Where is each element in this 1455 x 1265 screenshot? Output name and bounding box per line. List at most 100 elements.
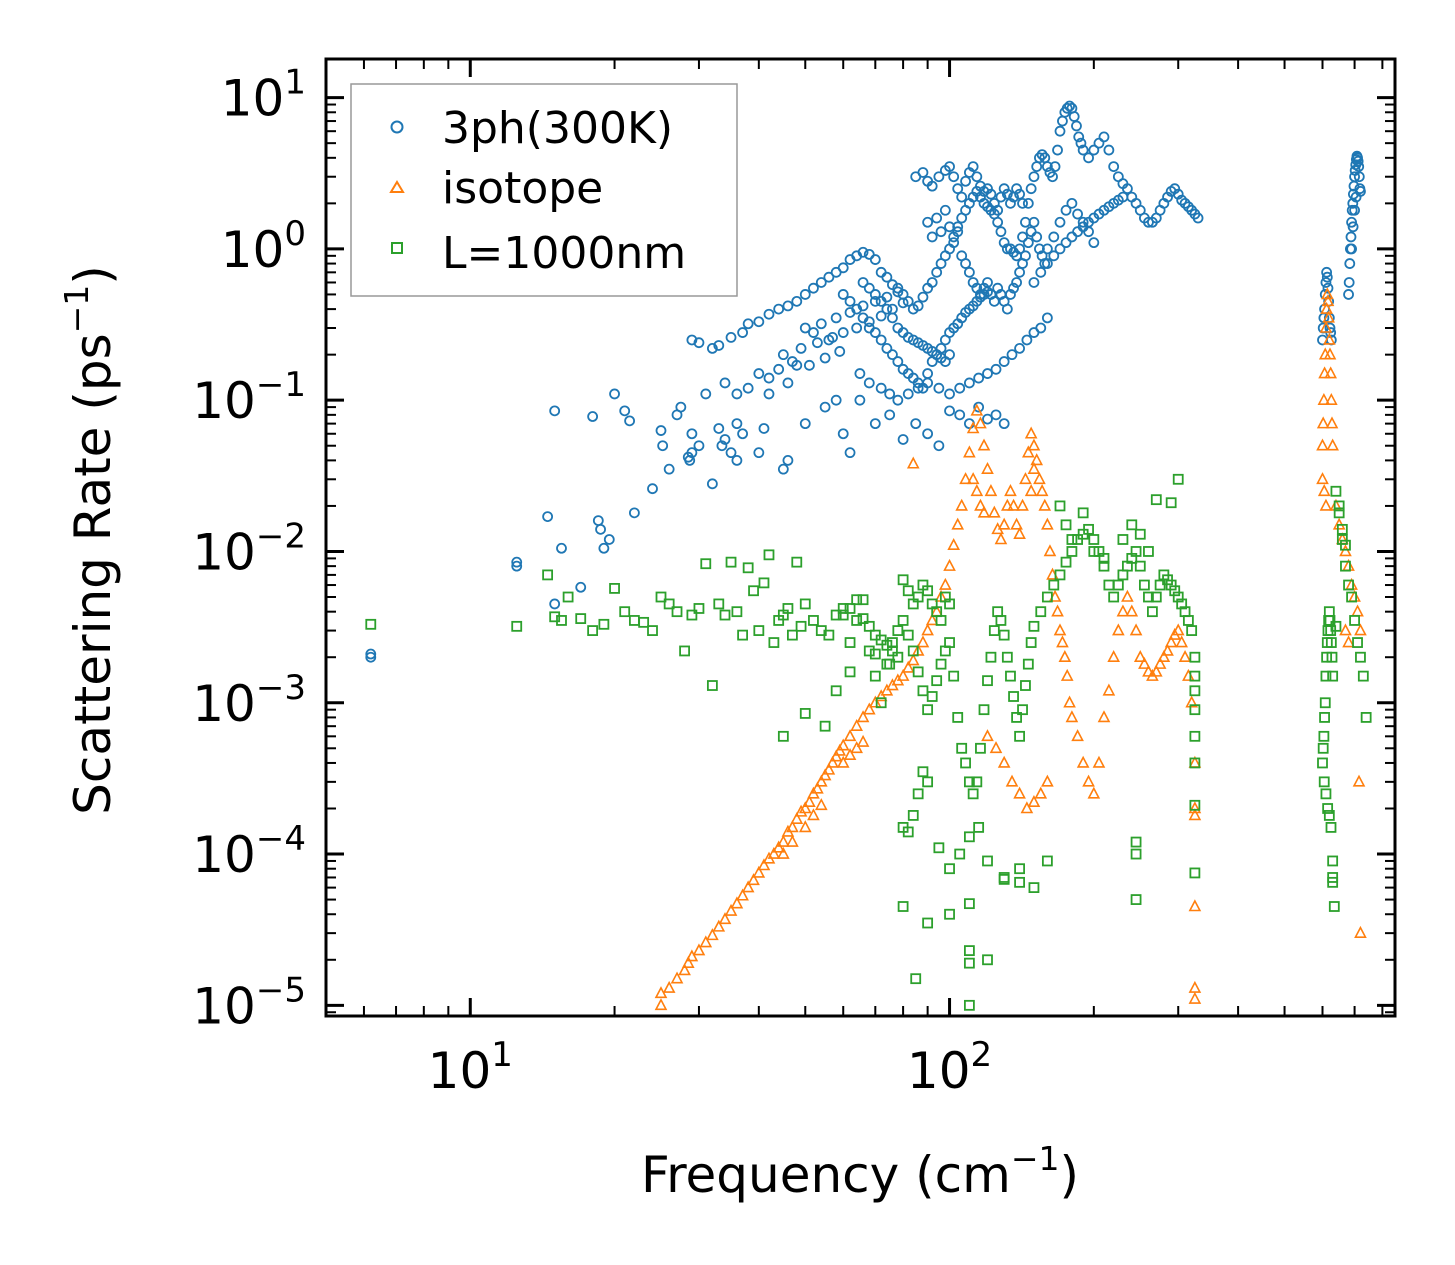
data-point — [365, 648, 377, 660]
data-point — [948, 237, 960, 249]
data-point — [881, 271, 893, 283]
data-point — [971, 171, 983, 183]
data-point — [1353, 171, 1365, 183]
series-0 — [365, 100, 1366, 663]
data-point — [1060, 204, 1072, 216]
data-point — [1319, 712, 1330, 723]
data-point — [994, 532, 1008, 545]
data-point — [1028, 882, 1040, 894]
data-point — [1092, 755, 1106, 768]
data-point — [1060, 668, 1074, 681]
data-point — [990, 363, 1002, 375]
data-point — [1102, 683, 1116, 696]
data-point — [907, 810, 919, 821]
data-point — [1192, 212, 1204, 224]
data-point — [719, 609, 731, 621]
data-point — [1088, 546, 1100, 557]
data-point — [719, 377, 731, 389]
data-point — [960, 175, 971, 187]
data-point — [1021, 334, 1033, 346]
data-point — [1347, 188, 1359, 200]
data-point — [851, 322, 863, 334]
data-point — [556, 542, 567, 554]
data-point — [931, 266, 943, 278]
data-point — [1022, 237, 1034, 249]
data-point — [791, 359, 803, 371]
data-point — [917, 291, 929, 303]
data-point — [742, 318, 754, 330]
data-point — [782, 377, 794, 389]
data-point — [1020, 250, 1031, 262]
data-point — [933, 842, 945, 854]
data-point — [1006, 349, 1018, 361]
data-point — [1121, 589, 1134, 602]
data-point — [875, 697, 887, 709]
data-point — [966, 472, 980, 485]
data-point — [1077, 216, 1089, 228]
data-point — [1103, 144, 1115, 156]
data-point — [970, 403, 984, 416]
data-point — [892, 282, 904, 294]
data-point — [948, 670, 960, 682]
data-point — [822, 762, 836, 775]
data-point — [984, 484, 998, 497]
data-point — [1013, 786, 1026, 799]
data-point — [944, 161, 955, 172]
data-point — [1320, 301, 1333, 314]
data-point — [863, 620, 875, 632]
data-point — [881, 291, 893, 303]
data-point — [786, 629, 798, 641]
data-point — [850, 741, 863, 754]
data-point — [693, 440, 705, 452]
legend-label-3ph: 3ph(300K) — [442, 103, 673, 154]
data-point — [1061, 102, 1073, 114]
data-point — [1001, 498, 1014, 511]
data-point — [628, 507, 640, 519]
data-point — [1336, 523, 1348, 535]
data-point — [1321, 271, 1333, 283]
data-point — [939, 577, 952, 590]
data-point — [799, 598, 811, 610]
data-point — [998, 629, 1010, 641]
data-point — [963, 831, 975, 843]
data-point — [869, 648, 881, 660]
data-point — [768, 637, 780, 648]
data-point — [782, 300, 794, 312]
data-point — [826, 755, 839, 768]
data-point — [954, 382, 966, 394]
data-point — [897, 574, 909, 586]
data-point — [981, 729, 994, 742]
data-point — [1189, 730, 1201, 742]
data-point — [713, 598, 725, 610]
data-point — [1317, 742, 1329, 754]
x-tick-label: 102 — [907, 1035, 992, 1100]
data-point — [742, 382, 754, 394]
data-point — [869, 289, 881, 300]
data-point — [811, 781, 824, 794]
data-point — [575, 581, 587, 593]
data-point — [963, 377, 975, 389]
data-point — [1188, 991, 1202, 1004]
data-point — [912, 591, 924, 603]
data-point — [655, 425, 667, 436]
data-point — [1043, 544, 1057, 557]
data-point — [731, 388, 743, 400]
data-point — [1330, 485, 1342, 497]
data-point — [1054, 500, 1066, 512]
data-point — [1316, 438, 1329, 451]
data-point — [1326, 651, 1338, 663]
data-point — [1077, 144, 1089, 156]
data-point — [1349, 615, 1360, 626]
data-point — [1175, 635, 1188, 648]
data-point — [753, 447, 765, 459]
data-point — [782, 454, 794, 466]
data-point — [671, 606, 683, 618]
data-point — [1054, 125, 1066, 137]
data-point — [773, 303, 785, 315]
data-point — [851, 615, 863, 626]
y-tick-label: 101 — [221, 63, 306, 128]
data-point — [1138, 656, 1151, 669]
data-point — [716, 440, 728, 452]
data-point — [974, 416, 987, 429]
data-point — [1005, 197, 1016, 209]
